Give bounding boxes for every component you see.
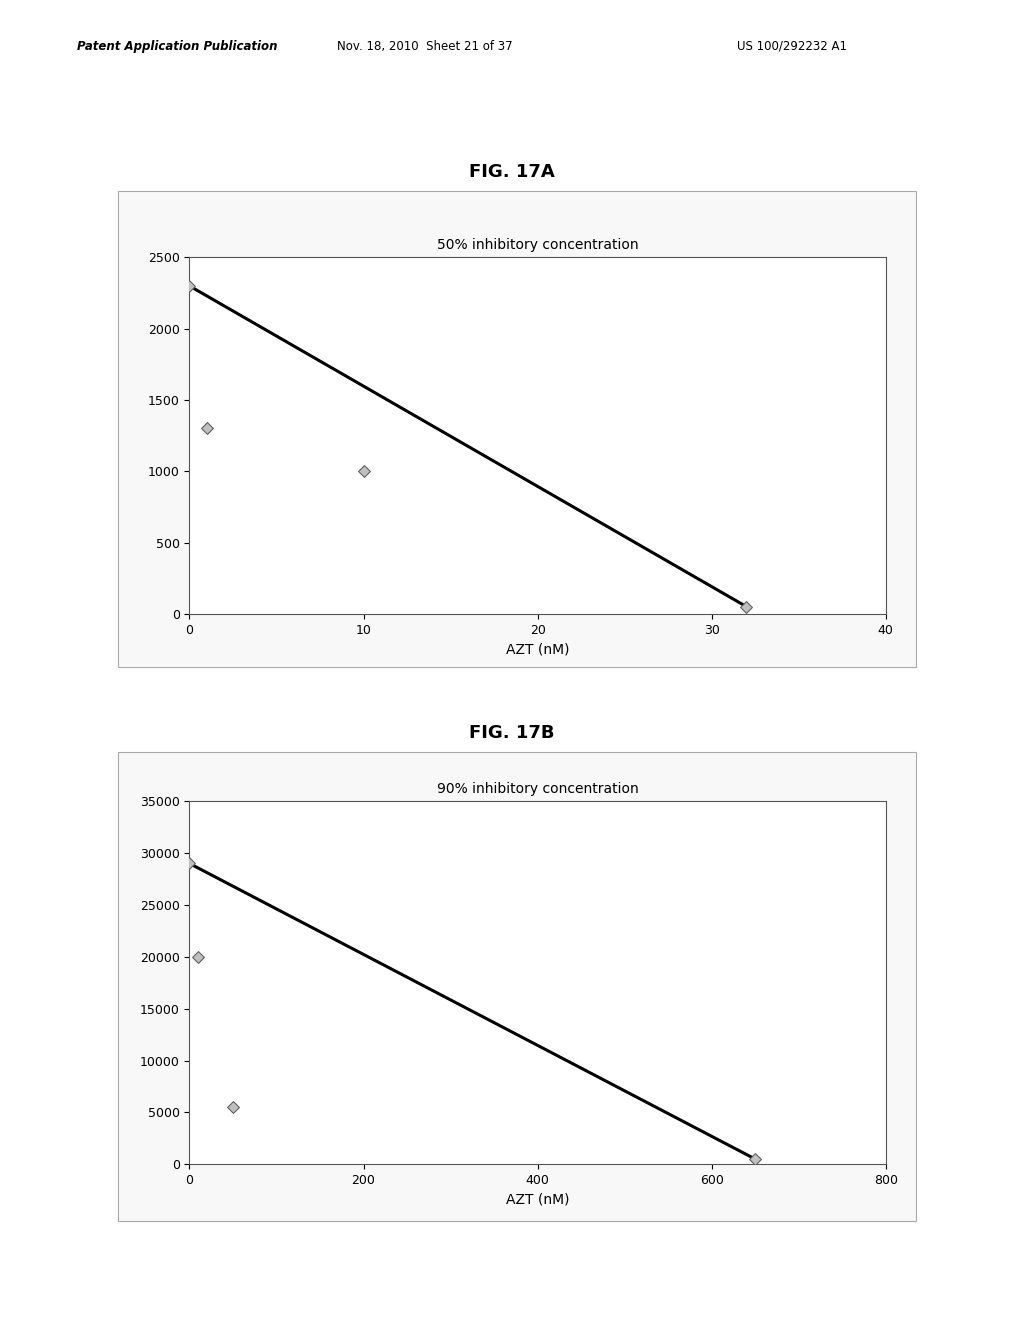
Point — [224, 1097, 242, 1118]
Point — [190, 946, 207, 968]
Text: Patent Application Publication: Patent Application Publication — [77, 40, 278, 53]
Point — [748, 1148, 764, 1170]
X-axis label: AZT (nM): AZT (nM) — [506, 642, 569, 656]
Title: 50% inhibitory concentration: 50% inhibitory concentration — [437, 238, 638, 252]
Point — [355, 461, 372, 482]
Point — [738, 597, 755, 618]
Text: FIG. 17A: FIG. 17A — [469, 162, 555, 181]
Point — [199, 418, 215, 440]
Text: US 100/292232 A1: US 100/292232 A1 — [737, 40, 847, 53]
Text: FIG. 17B: FIG. 17B — [469, 723, 555, 742]
Title: 90% inhibitory concentration: 90% inhibitory concentration — [436, 781, 639, 796]
X-axis label: AZT (nM): AZT (nM) — [506, 1192, 569, 1206]
Point — [181, 853, 198, 874]
Text: Nov. 18, 2010  Sheet 21 of 37: Nov. 18, 2010 Sheet 21 of 37 — [337, 40, 513, 53]
Point — [181, 276, 198, 297]
